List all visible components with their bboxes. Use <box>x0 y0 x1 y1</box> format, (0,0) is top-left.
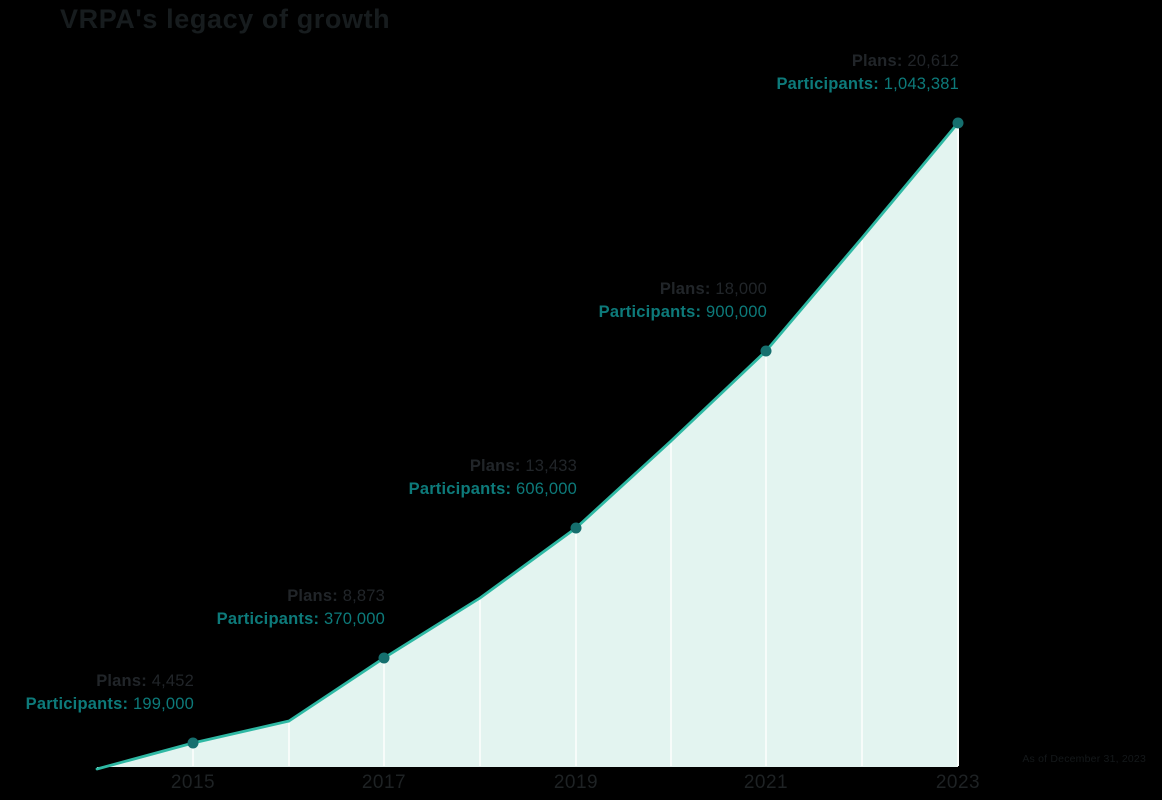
participants-label: Participants: <box>598 303 702 321</box>
plans-annotation-row: Plans: 20,612 <box>776 50 959 73</box>
data-point-marker <box>760 345 772 357</box>
data-point-marker <box>187 737 199 749</box>
plans-value: 4,452 <box>151 672 194 690</box>
participants-value: 606,000 <box>515 480 577 498</box>
area-fill <box>97 123 958 769</box>
data-point-marker <box>952 117 964 129</box>
data-point-annotation: Plans: 4,452 Participants: 199,000 <box>26 670 194 716</box>
data-point-annotation: Plans: 8,873 Participants: 370,000 <box>217 585 385 631</box>
participants-label: Participants: <box>408 480 512 498</box>
participants-label: Participants: <box>25 695 129 713</box>
data-point-annotation: Plans: 13,433 Participants: 606,000 <box>409 455 577 501</box>
x-axis-tick-2017: 2017 <box>361 772 407 793</box>
participants-annotation-row: Participants: 370,000 <box>217 608 385 631</box>
chart-title: VRPA's legacy of growth <box>60 4 391 34</box>
x-axis-tick-2023: 2023 <box>935 772 981 793</box>
plans-annotation-row: Plans: 8,873 <box>217 585 385 608</box>
participants-value: 370,000 <box>323 610 385 628</box>
plans-value: 18,000 <box>715 280 767 298</box>
participants-value: 900,000 <box>705 303 767 321</box>
plans-annotation-row: Plans: 13,433 <box>409 455 577 478</box>
participants-label: Participants: <box>216 610 320 628</box>
footnote: As of December 31, 2023 <box>1022 753 1146 765</box>
participants-annotation-row: Participants: 606,000 <box>409 478 577 501</box>
plans-label: Plans: <box>659 280 711 298</box>
plans-label: Plans: <box>287 587 338 605</box>
plans-value: 8,873 <box>342 587 385 605</box>
plans-annotation-row: Plans: 4,452 <box>26 670 194 693</box>
data-point-annotation: Plans: 18,000 Participants: 900,000 <box>599 278 767 324</box>
data-point-marker <box>570 522 582 534</box>
data-point-annotation: Plans: 20,612 Participants: 1,043,381 <box>776 50 959 96</box>
participants-label: Participants: <box>776 75 879 93</box>
data-point-marker <box>378 652 390 664</box>
plans-label: Plans: <box>851 52 903 70</box>
participants-value: 1,043,381 <box>883 75 959 93</box>
plans-label: Plans: <box>469 457 521 475</box>
x-axis-tick-2015: 2015 <box>170 772 216 793</box>
plans-value: 13,433 <box>525 457 577 475</box>
plans-annotation-row: Plans: 18,000 <box>599 278 767 301</box>
trend-line <box>95 121 960 771</box>
plans-label: Plans: <box>96 672 147 690</box>
participants-annotation-row: Participants: 199,000 <box>26 693 194 716</box>
participants-annotation-row: Participants: 1,043,381 <box>776 73 959 96</box>
participants-annotation-row: Participants: 900,000 <box>599 301 767 324</box>
x-axis-tick-2021: 2021 <box>743 772 789 793</box>
plans-value: 20,612 <box>907 52 959 70</box>
x-axis-tick-2019: 2019 <box>553 772 599 793</box>
participants-value: 199,000 <box>132 695 194 713</box>
